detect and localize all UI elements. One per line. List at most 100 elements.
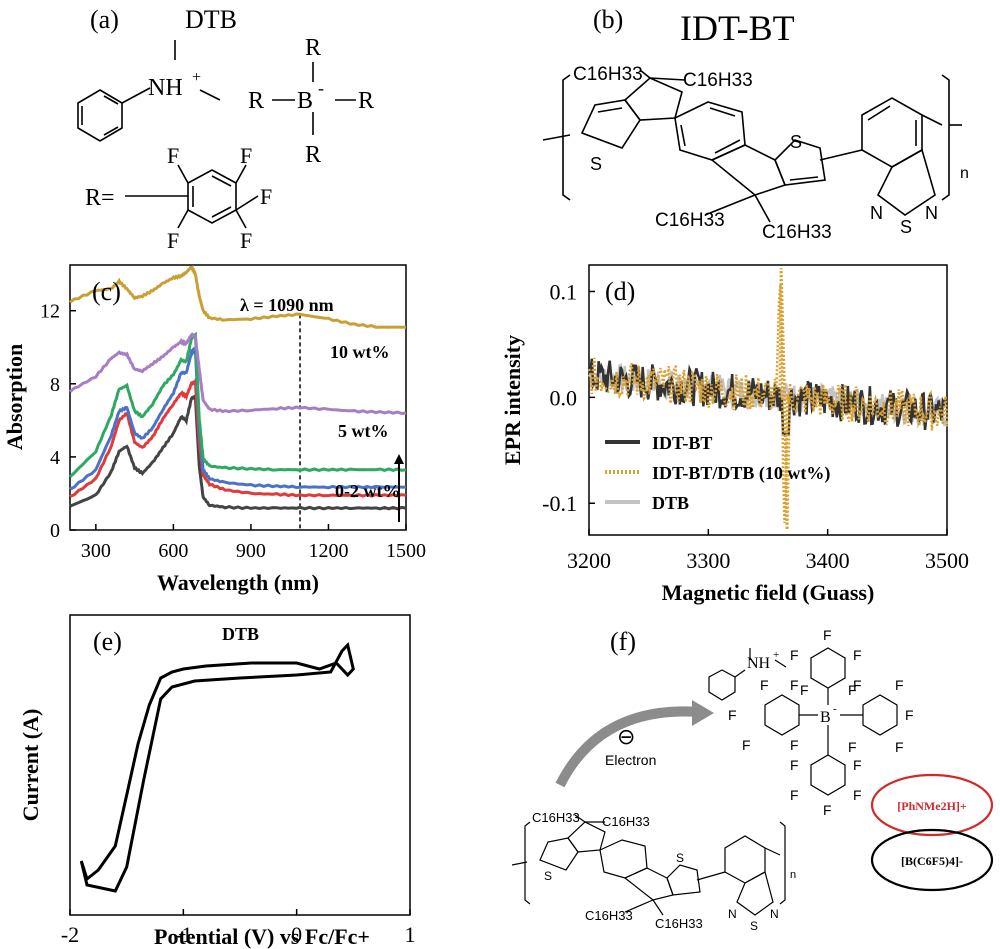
panel-d-label: (d) xyxy=(605,277,635,306)
chart-c-xtick-label: 1500 xyxy=(386,540,426,562)
repeat-n-f: n xyxy=(790,869,796,881)
chart-c-ylabel: Absorption xyxy=(2,344,27,450)
sulfur-f1: S xyxy=(544,869,552,883)
panel-d-epr-chart: 3200 3300 3400 3500 0.1 0.0 -0.1 (d) IDT-BT ID… xyxy=(500,264,969,605)
fluorine-f8: F xyxy=(728,707,737,723)
panel-b-label: (b) xyxy=(593,5,623,34)
btd-n-right-f: N xyxy=(770,907,779,921)
chain-f3: C16H33 xyxy=(585,908,633,923)
r-definition: R= xyxy=(85,185,115,211)
chart-d-ytick-label: 0.0 xyxy=(550,385,578,410)
borate-f-charge: - xyxy=(833,703,837,715)
legend-label-idtbt: IDT-BT xyxy=(652,433,712,453)
chart-e-xtick-label: 1 xyxy=(405,922,416,947)
fluorine-f19: F xyxy=(853,787,862,803)
chart-c-series-0 xyxy=(69,393,407,511)
fluorine-f15: F xyxy=(848,739,857,755)
chart-c-label-10wt: 10 wt% xyxy=(330,342,390,362)
cation-label: [PhNMe2H]+ xyxy=(897,799,967,813)
fluorine-f18: F xyxy=(790,787,799,803)
electron-label: Electron xyxy=(605,752,656,768)
borate-structure xyxy=(272,62,356,135)
electron-arrow-head xyxy=(692,700,714,726)
anilinium-structure xyxy=(77,40,221,142)
sulfur-f2: S xyxy=(676,851,684,865)
chart-c-ytick-label: 8 xyxy=(50,374,60,396)
fluorine-a1: F xyxy=(167,143,179,168)
fluorine-f10: F xyxy=(790,737,799,753)
panel-f: (f) NH + B - F F F F F F xyxy=(511,627,994,933)
panel-e-label: (e) xyxy=(93,627,122,656)
chart-d-xtick-label: 3500 xyxy=(925,548,969,573)
chain-f2: C16H33 xyxy=(602,814,650,829)
btd-n-left-b: N xyxy=(870,203,883,223)
chart-e-xlabel: Potential (V) vs Fc/Fc+ xyxy=(154,924,370,949)
chart-d-series-0 xyxy=(587,358,949,436)
fluorine-f5: F xyxy=(853,677,862,693)
borate-r-top: R xyxy=(305,35,321,61)
anilinium-charge: + xyxy=(192,69,201,86)
chart-e-xtick-label: 0 xyxy=(291,922,302,947)
fluorine-f17: F xyxy=(853,757,862,773)
anilinium-f-charge: + xyxy=(773,649,779,661)
btd-n-left-f: N xyxy=(728,907,737,921)
panel-a-label: (a) xyxy=(90,5,119,34)
cation-ellipse xyxy=(870,773,994,837)
chart-c-ytick-label: 0 xyxy=(50,520,60,542)
chart-c-series-4 xyxy=(69,332,407,416)
chart-e-ylabel: Current (A) xyxy=(18,709,43,822)
idtbt-f-structure xyxy=(511,814,786,916)
chain-f4: C16H33 xyxy=(655,916,703,931)
chart-d-ticks: 3200 3300 3400 3500 0.1 0.0 -0.1 xyxy=(542,279,969,573)
fluorine-f2: F xyxy=(790,647,799,663)
chart-c-arrow-head xyxy=(394,454,404,464)
anilinium-f-structure xyxy=(708,648,787,701)
chain-b2: C16H33 xyxy=(683,70,753,91)
borate-f-fluorines: F F F F F F F F F F F F F F F F F F F F xyxy=(728,627,914,818)
fluorine-f13: F xyxy=(905,707,914,723)
idtbt-structure xyxy=(542,69,962,223)
btd-s-b: S xyxy=(900,217,912,237)
chart-d-legend: IDT-BT IDT-BT/DTB (10 wt%) DTB xyxy=(605,433,830,513)
fluorine-a2: F xyxy=(240,143,252,168)
borate-r-right: R xyxy=(358,88,374,114)
borate-f-structure xyxy=(764,647,898,796)
chart-c-annotation: λ = 1090 nm xyxy=(240,295,334,315)
chart-c-ytick-label: 12 xyxy=(40,301,60,323)
chart-c-ytick-label: 4 xyxy=(50,447,60,469)
repeat-n-b: n xyxy=(960,165,969,182)
chain-f1: C16H33 xyxy=(532,810,580,825)
chart-d-ylabel: EPR intensity xyxy=(500,335,525,465)
chain-b1: C16H33 xyxy=(573,64,643,85)
chart-e-xtick-label: -1 xyxy=(174,922,192,947)
chart-c-xtick-label: 900 xyxy=(236,540,266,562)
fluorine-f1: F xyxy=(823,627,832,643)
panel-e-cv-chart: -2 -1 0 1 (e) DTB Potential (V) vs Fc/Fc+ C… xyxy=(18,614,416,949)
chart-c-label-02wt: 0-2 wt% xyxy=(335,481,401,501)
electron-transfer-arrow xyxy=(555,706,701,788)
fluorine-f11: F xyxy=(848,682,857,698)
chart-c-series-group xyxy=(68,265,407,511)
sulfur-b1: S xyxy=(590,154,602,174)
chart-c-xtick-label: 600 xyxy=(158,540,188,562)
fluorine-f3: F xyxy=(853,647,862,663)
legend-label-idtbt-dtb: IDT-BT/DTB (10 wt%) xyxy=(652,463,830,484)
panel-b: (b) IDT-BT xyxy=(542,5,969,243)
fluorine-f16: F xyxy=(790,757,799,773)
borate-b: B xyxy=(297,88,313,114)
fluorine-f6: F xyxy=(760,677,769,693)
chart-c-series-2 xyxy=(69,346,406,491)
chart-d-xtick-label: 3300 xyxy=(686,548,730,573)
chart-d-ytick-label: -0.1 xyxy=(542,491,577,516)
fluorine-f9: F xyxy=(742,737,751,753)
anion-label: [B(C6F5)4]- xyxy=(901,854,963,868)
chart-c-xlabel: Wavelength (nm) xyxy=(157,570,319,595)
sulfur-b2: S xyxy=(790,132,802,152)
panel-c-label: (c) xyxy=(92,277,121,306)
panel-e-title: DTB xyxy=(222,624,259,644)
chart-d-xtick-label: 3200 xyxy=(567,548,611,573)
legend-label-dtb: DTB xyxy=(652,493,689,513)
chart-c-xtick-label: 1200 xyxy=(308,540,348,562)
fluorine-f7: F xyxy=(800,682,809,698)
